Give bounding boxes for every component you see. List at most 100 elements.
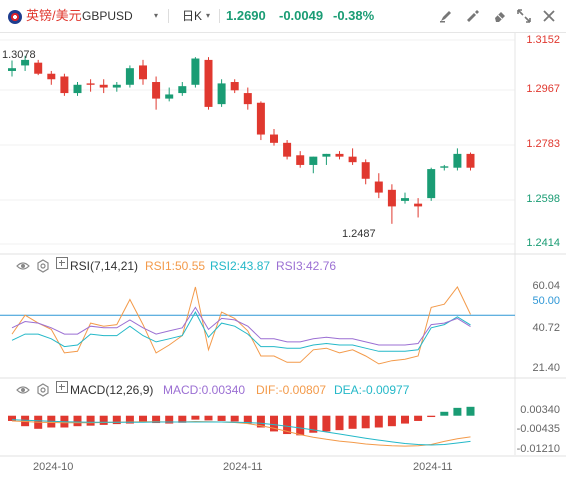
chart-header: 英镑/美元 GBPUSD ▾ 日K ▾ 1.2690 -0.0049 -0.38…: [0, 0, 566, 33]
candle-body: [322, 153, 331, 157]
macd-histogram-bar: [322, 415, 331, 432]
interval-dropdown-icon[interactable]: ▾: [206, 11, 211, 20]
macd-histogram-bar: [361, 415, 370, 429]
price-change: -0.0049: [279, 8, 324, 23]
candle-body: [283, 142, 292, 157]
macd-histogram-bar: [112, 415, 121, 425]
candle-body: [191, 58, 200, 85]
candle-body: [8, 68, 16, 71]
candle-body: [99, 84, 108, 88]
symbol-dropdown-icon[interactable]: ▾: [154, 11, 159, 20]
candle-body: [296, 155, 305, 165]
low-price-marker: 1.2487: [342, 228, 376, 240]
candle-body: [440, 166, 449, 168]
candle-body: [21, 59, 30, 66]
visibility-eye-icon[interactable]: [16, 257, 30, 278]
macd-histogram-bar: [270, 415, 278, 432]
rsi-axis-label: 60.04: [532, 280, 560, 292]
price-axis-label: 1.2414: [526, 237, 560, 249]
brush-icon[interactable]: [438, 8, 454, 24]
candle-body: [125, 68, 134, 85]
visibility-eye-icon[interactable]: [16, 381, 30, 402]
dif-line: [11, 420, 471, 447]
candle-body: [243, 93, 252, 105]
macd-histogram-bar: [165, 415, 174, 424]
macd-histogram-bar: [387, 415, 396, 427]
macd-axis-label: -0.01210: [516, 443, 560, 455]
candle-body: [466, 153, 475, 168]
header-divider: [219, 9, 220, 23]
candle-body: [348, 156, 357, 163]
rsi1-line: [11, 286, 471, 365]
macd-histogram-bar: [309, 415, 318, 433]
macd-histogram-bar: [204, 415, 213, 421]
uk-flag-icon: [8, 10, 22, 24]
macd-histogram-bar: [21, 415, 30, 427]
macd-histogram-bar: [86, 415, 95, 426]
high-price-marker: 1.3078: [2, 49, 36, 61]
date-label: 2024-10: [33, 461, 74, 473]
rsi2-line: [11, 311, 471, 352]
candle-body: [270, 134, 278, 143]
eraser-icon[interactable]: [492, 8, 508, 24]
candle-body: [256, 102, 265, 135]
candle-body: [401, 198, 409, 201]
settings-gear-icon[interactable]: [36, 381, 50, 402]
rsi3-value: RSI3:42.76: [276, 259, 337, 273]
settings-gear-icon[interactable]: [36, 257, 50, 278]
candle-body: [204, 59, 213, 107]
interval-select[interactable]: 日K: [182, 9, 203, 23]
macd-histogram-bar: [8, 415, 16, 421]
rsi-name: RSI(7,14,21): [70, 259, 139, 273]
rsi-axis-label: 50.00: [532, 295, 560, 307]
grid-lines: [0, 32, 566, 457]
macd-histogram-bar: [191, 415, 200, 420]
candle-body: [414, 203, 423, 207]
dea-value: DEA:-0.00977: [334, 383, 410, 397]
close-icon[interactable]: [541, 8, 557, 24]
candle-body: [139, 65, 147, 80]
candle-body: [152, 82, 161, 99]
last-price: 1.2690: [226, 8, 266, 23]
macd-histogram-bar: [414, 415, 423, 421]
macd-header: MACD(12,26,9) MACD:0.00340 DIF:-0.00807 …: [0, 381, 566, 399]
dea-line: [11, 419, 471, 446]
symbol-name[interactable]: 英镑/美元: [26, 8, 82, 23]
macd-histogram-bar: [139, 415, 147, 423]
macd-histogram-bar: [73, 415, 82, 427]
macd-histogram-bar: [453, 407, 462, 416]
candle-body: [86, 83, 95, 85]
candles: [8, 55, 475, 224]
fullscreen-icon[interactable]: [516, 8, 532, 24]
symbol-code[interactable]: GBPUSD: [82, 9, 133, 23]
rsi3-line: [11, 306, 471, 346]
macd-histogram-bar: [178, 415, 187, 423]
macd-panel: [8, 406, 475, 447]
expand-icon[interactable]: [56, 257, 68, 269]
macd-histogram-bar: [152, 415, 161, 424]
price-axis-label: 1.3152: [526, 34, 560, 46]
macd-axis-label: 0.00340: [520, 404, 560, 416]
macd-histogram-bar: [427, 415, 436, 418]
candle-body: [178, 86, 187, 94]
candle-body: [361, 162, 370, 179]
draw-icon[interactable]: [465, 8, 481, 24]
rsi2-value: RSI2:43.87: [210, 259, 271, 273]
macd-name: MACD(12,26,9): [70, 383, 154, 397]
rsi-axis-label: 21.40: [532, 362, 560, 374]
candle-body: [387, 189, 396, 207]
price-axis-label: 1.2967: [526, 83, 560, 95]
candle-body: [427, 169, 436, 199]
header-divider: [168, 9, 169, 23]
rsi-header: RSI(7,14,21) RSI1:50.55 RSI2:43.87 RSI3:…: [0, 257, 566, 275]
macd-histogram-bar: [230, 415, 239, 422]
candle-body: [165, 94, 174, 99]
expand-icon[interactable]: [56, 381, 68, 393]
candle-body: [453, 153, 462, 168]
macd-histogram-bar: [283, 415, 292, 435]
price-axis-label: 1.2598: [526, 193, 560, 205]
candle-body: [335, 153, 344, 157]
candle-body: [34, 62, 43, 74]
